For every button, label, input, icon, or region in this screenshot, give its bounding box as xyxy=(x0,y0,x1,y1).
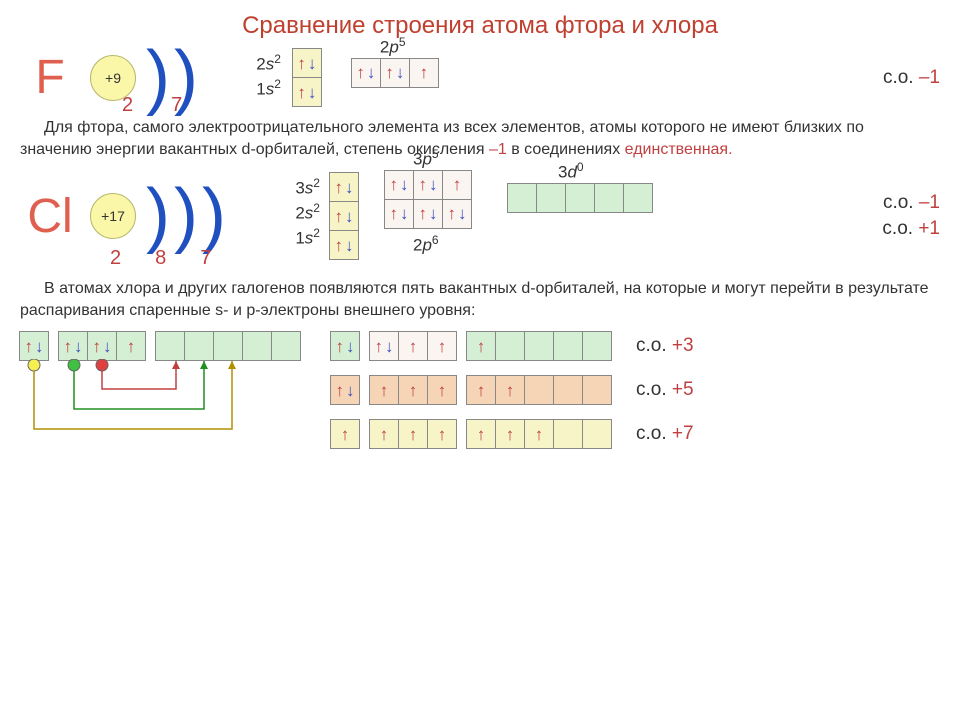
chlorine-symbol: Cl xyxy=(20,189,80,244)
orbital-2p: ↑↓ ↑↓ ↑↓ xyxy=(385,199,472,229)
shell-paren: ) xyxy=(146,187,170,245)
orbital-2s: ↑↓ xyxy=(293,48,322,78)
shell-count-2: 8 xyxy=(151,247,170,270)
label-2s: 2s2 xyxy=(295,201,324,224)
orbital-1s: ↑↓ xyxy=(330,230,359,260)
fluorine-symbol: F xyxy=(20,50,80,105)
chlorine-oxidation-pos: с.о. +1 xyxy=(882,218,940,240)
excited-state-5: ↑↓ ↑ ↑ ↑ ↑ ↑ с.о. +5 xyxy=(331,375,694,405)
chlorine-oxidation-neg: с.о. –1 xyxy=(883,192,940,214)
label-3d: 3d0 xyxy=(558,160,588,183)
label-3s: 3s2 xyxy=(295,176,324,199)
chlorine-shells: ) ) ) xyxy=(146,187,226,245)
fluorine-row: F +9 ) ) 2 7 2s2 1s2 ↑↓ ↑↓ 2p5 ↑↓ ↑↓ ↑ с… xyxy=(20,48,940,107)
ground-3p: ↑↓ ↑↓ ↑ xyxy=(59,331,146,361)
ground-3s: ↑↓ xyxy=(20,331,49,361)
oxidation-3: с.о. +3 xyxy=(636,335,694,357)
orbital-3p: ↑↓ ↑↓ ↑ xyxy=(385,170,472,200)
chlorine-nucleus: +17 xyxy=(90,193,136,239)
shell-count-1: 2 xyxy=(106,247,125,270)
ground-state-block: ↑↓ ↑↓ ↑↓ ↑ xyxy=(20,331,301,361)
paragraph-1: Для фтора, самого электроотрицательного … xyxy=(20,117,940,160)
oxidation-5: с.о. +5 xyxy=(636,379,694,401)
excited-state-7: ↑ ↑ ↑ ↑ ↑ ↑ ↑ с.о. +7 xyxy=(331,419,694,449)
label-1s: 1s2 xyxy=(256,77,285,100)
label-3p: 3p5 xyxy=(413,147,443,170)
label-2s: 2s2 xyxy=(256,52,285,75)
transition-arrows xyxy=(20,359,330,449)
ground-3d xyxy=(156,331,301,361)
orbital-2p: ↑↓ ↑↓ ↑ xyxy=(352,58,439,88)
orbital-1s: ↑↓ xyxy=(293,77,322,107)
shell-paren: ) xyxy=(202,187,226,245)
paragraph-2: В атомах хлора и других галогенов появля… xyxy=(20,278,940,321)
fluorine-oxidation: с.о. –1 xyxy=(883,67,940,89)
excited-state-3: ↑↓ ↑↓ ↑ ↑ ↑ с.о. +3 xyxy=(331,331,694,361)
orbital-3s: ↑↓ xyxy=(330,172,359,202)
shell-count-1: 2 xyxy=(118,94,137,117)
oxidation-7: с.о. +7 xyxy=(636,423,694,445)
shell-count-2: 7 xyxy=(167,94,186,117)
page-title: Сравнение строения атома фтора и хлора xyxy=(20,12,940,40)
label-2p: 2p6 xyxy=(413,233,443,256)
label-1s: 1s2 xyxy=(295,226,324,249)
orbital-3d xyxy=(508,183,653,213)
label-2p: 2p5 xyxy=(380,35,410,58)
excited-states: ↑↓ ↑↓ ↑↓ ↑ xyxy=(20,331,940,449)
shell-count-3: 7 xyxy=(196,247,215,270)
orbital-2s: ↑↓ xyxy=(330,201,359,231)
shell-paren: ) xyxy=(174,187,198,245)
chlorine-row: Cl +17 ) ) ) 2 8 7 3s2 2s2 1s2 ↑↓ ↑↓ ↑↓ … xyxy=(20,172,940,260)
